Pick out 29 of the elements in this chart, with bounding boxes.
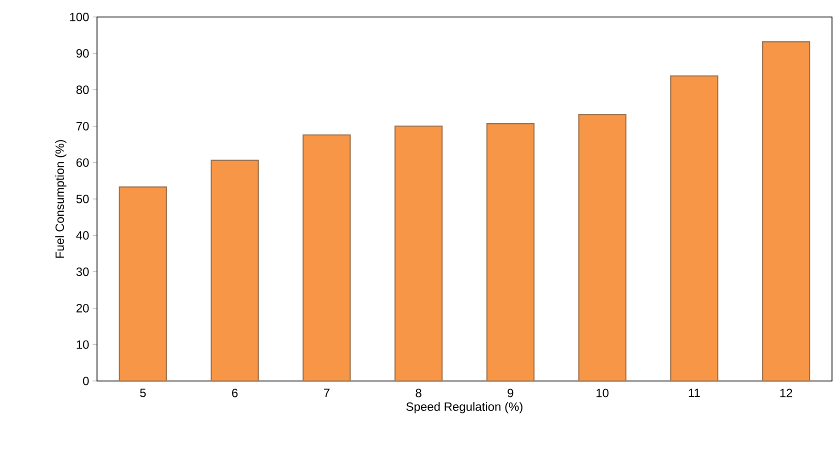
bar: [486, 123, 535, 381]
x-tick-label: 12: [780, 388, 792, 398]
bar: [762, 41, 810, 381]
bar: [302, 134, 351, 381]
y-tick-label: 30: [76, 268, 89, 276]
bar: [578, 114, 626, 381]
y-tick-label: 60: [76, 158, 89, 167]
x-axis-title: Speed Regulation (%): [406, 402, 522, 414]
bar: [394, 126, 443, 381]
x-tick-label: 8: [416, 388, 422, 398]
y-tick-label: 50: [76, 194, 89, 204]
y-tick-label: 10: [76, 340, 89, 349]
bar: [210, 160, 259, 381]
x-tick-label: 9: [508, 388, 514, 398]
x-tick-label: 7: [324, 388, 330, 398]
y-tick-label: 70: [76, 122, 89, 130]
x-tick-label: 6: [232, 388, 238, 398]
y-tick-label: 100: [70, 12, 89, 22]
bar: [670, 75, 718, 381]
bar: [118, 186, 168, 381]
y-tick-label: 20: [76, 304, 89, 312]
y-tick-label: 40: [76, 231, 89, 240]
x-tick-label: 11: [688, 388, 700, 398]
y-tick-label: 80: [76, 86, 89, 94]
y-tick-label: 90: [76, 49, 89, 58]
x-tick-label: 10: [596, 388, 609, 398]
x-tick-label: 5: [140, 388, 146, 398]
y-tick-label: 0: [83, 376, 89, 386]
y-axis-title: Fuel Consumption (%): [55, 140, 66, 258]
